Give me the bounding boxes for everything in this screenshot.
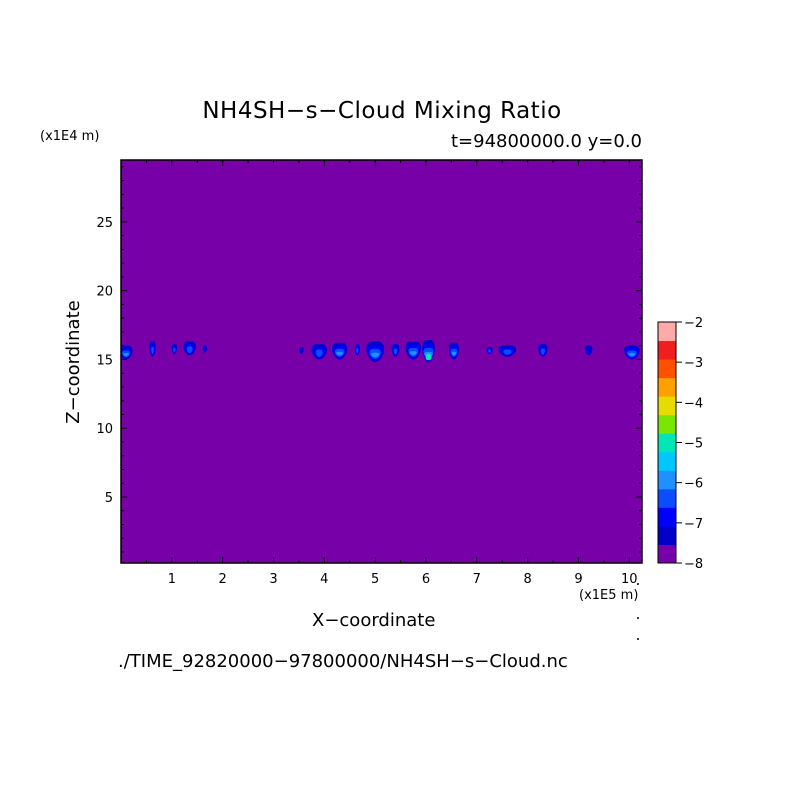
cloud-contour-level: [123, 353, 129, 357]
x-axis-ticks: 1 2 3 4 5 6 7 8 9 10: [145, 160, 638, 587]
cloud-cluster: [299, 346, 304, 354]
y-axis-label: Z−coordinate: [63, 300, 84, 424]
cloud-contour-level: [356, 348, 359, 354]
cloud-cluster: [121, 345, 133, 360]
cloud-contour-level: [393, 348, 398, 355]
x-tick-label: 5: [371, 572, 379, 587]
cloud-contour-level: [451, 351, 457, 356]
cloud-layer: [121, 339, 640, 363]
colorbar-tick-label: −6: [684, 477, 703, 492]
cloud-contour-level: [628, 353, 636, 357]
x-tick-label: 9: [574, 572, 582, 587]
cloud-contour-level: [203, 346, 206, 353]
y-tick-label: 15: [96, 353, 113, 368]
file-path-label: ./TIME_92820000−97800000/NH4SH−s−Cloud.n…: [118, 651, 568, 672]
plot-background: [121, 160, 642, 563]
colorbar-tick-label: −5: [684, 437, 703, 452]
x-tick-label: 3: [269, 572, 277, 587]
dot-mark: [637, 583, 639, 585]
colorbar-tick-label: −2: [684, 316, 703, 331]
y-axis-ticks: 5 10 15 20 25: [96, 166, 642, 553]
y-tick-label: 5: [105, 491, 113, 506]
chart-subtitle: t=94800000.0 y=0.0: [450, 131, 642, 152]
cloud-contour-level: [540, 348, 545, 355]
cloud-contour-level: [409, 351, 417, 356]
dot-mark: [637, 617, 639, 619]
x-unit-label: (x1E5 m): [579, 588, 639, 603]
cloud-cluster: [624, 345, 640, 360]
colorbar-segment: [658, 433, 676, 453]
cloud-contour-level: [488, 349, 491, 353]
cloud-cluster: [538, 344, 548, 357]
colorbar-segment: [658, 488, 676, 508]
cloud-cluster: [331, 342, 348, 360]
colorbar-ticks: −8 −7 −6 −5 −4 −3 −2: [676, 316, 703, 572]
cloud-contour-level: [425, 353, 432, 361]
colorbar-tick-label: −8: [684, 557, 703, 572]
misc-marks: [637, 583, 639, 640]
cloud-cluster: [448, 342, 460, 360]
x-axis-label: X−coordinate: [312, 610, 436, 631]
x-tick-label: 4: [320, 572, 328, 587]
cloud-cluster: [149, 341, 156, 357]
cloud-cluster: [498, 345, 517, 357]
colorbar-tick-label: −4: [684, 396, 703, 411]
x-tick-label: 2: [219, 572, 227, 587]
cloud-cluster: [366, 341, 385, 363]
cloud-contour-level: [151, 346, 154, 355]
x-tick-label: 1: [168, 572, 176, 587]
cloud-contour-level: [300, 348, 303, 354]
colorbar-segment: [658, 525, 676, 545]
cloud-cluster: [171, 344, 177, 354]
cloud-cluster: [422, 339, 435, 363]
colorbar-segment: [658, 322, 676, 342]
colorbar-segment: [658, 451, 676, 471]
cloud-cluster: [584, 345, 593, 356]
colorbar-segment: [658, 507, 676, 527]
cloud-cluster: [202, 345, 207, 353]
cloud-cluster: [354, 344, 360, 356]
chart-title: NH4SH−s−Cloud Mixing Ratio: [202, 98, 562, 124]
plot-frame: [120, 159, 643, 564]
cloud-contour-level: [173, 347, 176, 353]
cloud-contour-level: [336, 351, 343, 356]
z-unit-label: (x1E4 m): [40, 129, 100, 144]
cloud-contour-level: [503, 349, 512, 355]
cloud-contour-level: [586, 347, 591, 355]
cloud-cluster: [183, 341, 196, 356]
cloud-contour-level: [186, 346, 193, 354]
colorbar-segment: [658, 359, 676, 379]
colorbar-tick-label: −7: [684, 517, 703, 532]
colorbar-segment: [658, 340, 676, 360]
colorbar: [657, 321, 677, 564]
cloud-cluster: [311, 344, 327, 360]
x-tick-label: 10: [621, 572, 638, 587]
y-tick-label: 25: [96, 216, 113, 231]
x-tick-label: 6: [422, 572, 430, 587]
cloud-cluster: [391, 344, 400, 357]
colorbar-tick-label: −3: [684, 356, 703, 371]
y-tick-label: 20: [96, 285, 113, 300]
x-tick-label: 8: [523, 572, 531, 587]
dot-mark: [637, 638, 639, 640]
colorbar-segment: [658, 470, 676, 490]
colorbar-segment: [658, 377, 676, 397]
colorbar-segment: [658, 544, 676, 564]
cloud-cluster: [486, 346, 493, 354]
colorbar-segment: [658, 396, 676, 416]
cloud-contour-level: [315, 349, 323, 358]
y-tick-label: 10: [96, 422, 113, 437]
cloud-contour-level: [371, 352, 380, 358]
colorbar-segment: [658, 414, 676, 434]
x-tick-label: 7: [473, 572, 481, 587]
cloud-cluster: [405, 341, 421, 360]
